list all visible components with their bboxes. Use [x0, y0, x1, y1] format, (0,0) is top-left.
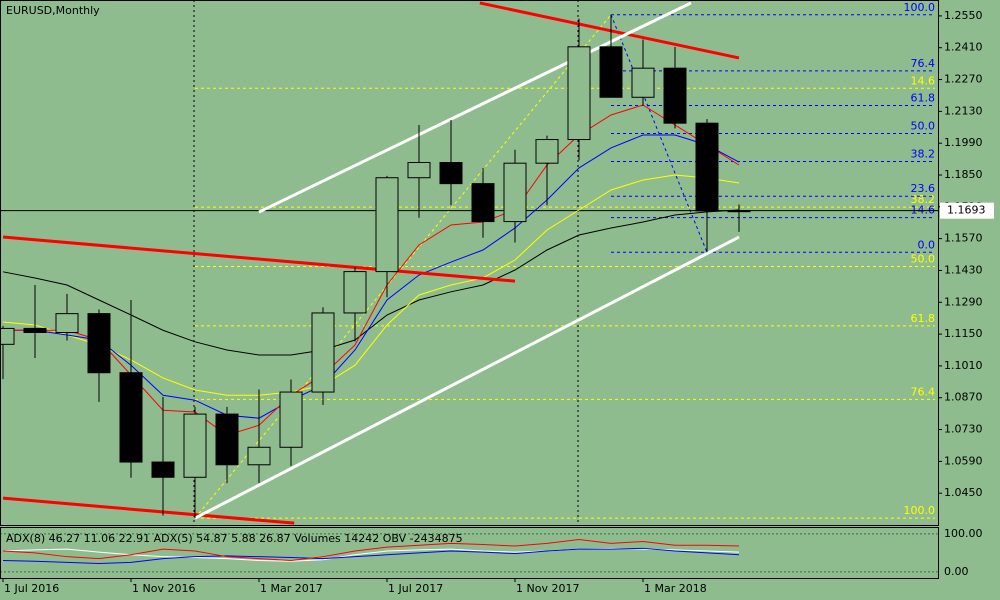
y-tick-label: 1.1010: [944, 359, 983, 372]
trendline: [2, 496, 295, 525]
x-tick-label: 1 Jul 2016: [4, 582, 59, 595]
trendline: [258, 1, 692, 214]
y-tick-label: 1.2130: [944, 104, 983, 117]
candle-body: [567, 46, 591, 141]
y-tick-label: 1.1430: [944, 263, 983, 276]
trendline: [194, 235, 740, 520]
moving-average: [2, 174, 740, 396]
candle-body: [663, 67, 687, 124]
sub-border: [0, 527, 939, 579]
candle-body: [183, 413, 207, 478]
candle-body: [87, 313, 111, 374]
fib-label: 23.6: [911, 182, 936, 195]
fib-label: 76.4: [911, 57, 936, 70]
candle-body: [151, 461, 175, 478]
x-tick-label: 1 Nov 2016: [132, 582, 195, 595]
sub-y-tick-label: 100.00: [944, 527, 983, 540]
candle-body: [727, 210, 751, 213]
y-tick-label: 1.1990: [944, 136, 983, 149]
fib-label: 100.0: [904, 504, 936, 517]
fib-label: 61.8: [911, 312, 936, 325]
moving-average: [3, 104, 740, 436]
fib-diagonal: [610, 14, 708, 253]
y-tick-label: 1.1150: [944, 327, 983, 340]
fib-label: 50.0: [911, 252, 936, 265]
price-box: [940, 202, 994, 219]
fib-label: 100.0: [904, 1, 936, 14]
y-tick-label: 1.1290: [944, 295, 983, 308]
candle-body: [407, 162, 431, 179]
fib-diagonal: [194, 14, 612, 519]
candle-body: [343, 271, 367, 314]
plot-border: [0, 0, 939, 526]
candle-body: [119, 372, 143, 463]
indicator-line: [2, 539, 740, 561]
y-tick-label: 1.2550: [944, 9, 983, 22]
fib-label: 50.0: [911, 120, 936, 133]
candle-body: [375, 177, 399, 273]
candle-body: [471, 183, 495, 223]
x-tick-label: 1 Nov 2017: [516, 582, 579, 595]
moving-average: [3, 134, 740, 419]
fib-label: 14.6: [911, 204, 936, 217]
candle-body: [279, 391, 303, 448]
y-tick-label: 1.1570: [944, 232, 983, 245]
fib-label: 0.0: [918, 238, 936, 251]
candle-body: [535, 139, 559, 164]
trendline: [479, 1, 740, 60]
indicator-title: ADX(8) 46.27 11.06 22.91 ADX(5) 54.87 5.…: [6, 532, 463, 545]
candle-body: [0, 327, 15, 345]
price-label: 1.1693: [947, 204, 986, 217]
indicator-line: [2, 547, 740, 562]
y-tick-label: 1.2270: [944, 73, 983, 86]
fib-label: 38.2: [911, 193, 936, 206]
candle-body: [23, 327, 47, 333]
x-tick-label: 1 Mar 2017: [260, 582, 323, 595]
fib-label: 76.4: [911, 385, 936, 398]
candle-body: [439, 162, 463, 185]
moving-average: [2, 209, 740, 356]
y-tick-label: 1.0450: [944, 486, 983, 499]
trendline: [2, 235, 516, 283]
y-tick-label: 1.0870: [944, 391, 983, 404]
fib-label: 14.6: [911, 74, 936, 87]
sub-y-tick-label: 0.00: [944, 565, 969, 578]
y-tick-label: 1.0730: [944, 423, 983, 436]
sub-plot: [0, 533, 938, 573]
candle-body: [631, 67, 655, 98]
candle-body: [247, 446, 271, 466]
candle-body: [55, 313, 79, 333]
y-tick-label: 1.0590: [944, 454, 983, 467]
y-tick-label: 1.2410: [944, 41, 983, 54]
x-tick-label: 1 Mar 2018: [644, 582, 707, 595]
main-plot: 14.638.250.061.876.4100.0100.076.461.850…: [0, 0, 938, 525]
candle-body: [215, 413, 239, 466]
candle-body: [599, 46, 623, 98]
candle-body: [311, 312, 335, 393]
candle-body: [695, 122, 719, 212]
y-tick-label: 1.1850: [944, 168, 983, 181]
x-tick-label: 1 Jul 2017: [388, 582, 443, 595]
fib-label: 61.8: [911, 91, 936, 104]
chart-title: EURUSD,Monthly: [6, 4, 100, 17]
fib-label: 38.2: [911, 148, 936, 161]
indicator-line: [2, 547, 740, 565]
candle-body: [503, 162, 527, 223]
